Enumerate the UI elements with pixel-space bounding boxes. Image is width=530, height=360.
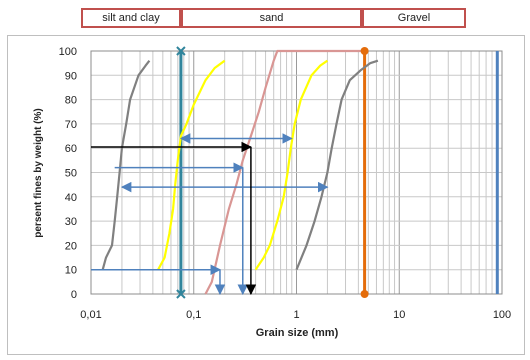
y-tick-label: 40 (65, 192, 77, 204)
y-tick-label: 90 (65, 70, 77, 82)
y-tick-label: 20 (65, 240, 77, 252)
y-tick-label: 70 (65, 119, 77, 131)
class-label-sand: sand (181, 8, 362, 28)
y-tick-label: 30 (65, 216, 77, 228)
line-end-marker (360, 290, 369, 298)
y-tick-label: 10 (65, 265, 77, 277)
x-tick-label: 100 (493, 309, 511, 321)
grading-curve-5 (295, 59, 379, 271)
x-axis-label: Grain size (mm) (256, 327, 339, 339)
y-tick-label: 60 (65, 143, 77, 155)
x-tick-label: 0,01 (80, 309, 101, 321)
y-tick-label: 100 (59, 46, 77, 58)
line-end-marker (360, 47, 369, 55)
grading-curve-2 (157, 59, 226, 271)
chart-frame (7, 35, 525, 355)
grading-curve-1 (101, 60, 151, 270)
x-tick-label: 0,1 (186, 309, 201, 321)
grading-curve-4 (254, 59, 329, 271)
class-label-gravel: Gravel (362, 8, 466, 28)
y-tick-label: 50 (65, 168, 77, 180)
x-tick-label: 10 (393, 309, 405, 321)
line-end-marker (176, 289, 186, 299)
line-end-marker (176, 46, 186, 56)
x-tick-label: 1 (293, 309, 299, 321)
y-axis-label: persent fines by weight (%) (33, 108, 44, 237)
class-label-silt-clay: silt and clay (81, 8, 181, 28)
y-tick-label: 0 (71, 289, 77, 301)
y-tick-label: 80 (65, 95, 77, 107)
